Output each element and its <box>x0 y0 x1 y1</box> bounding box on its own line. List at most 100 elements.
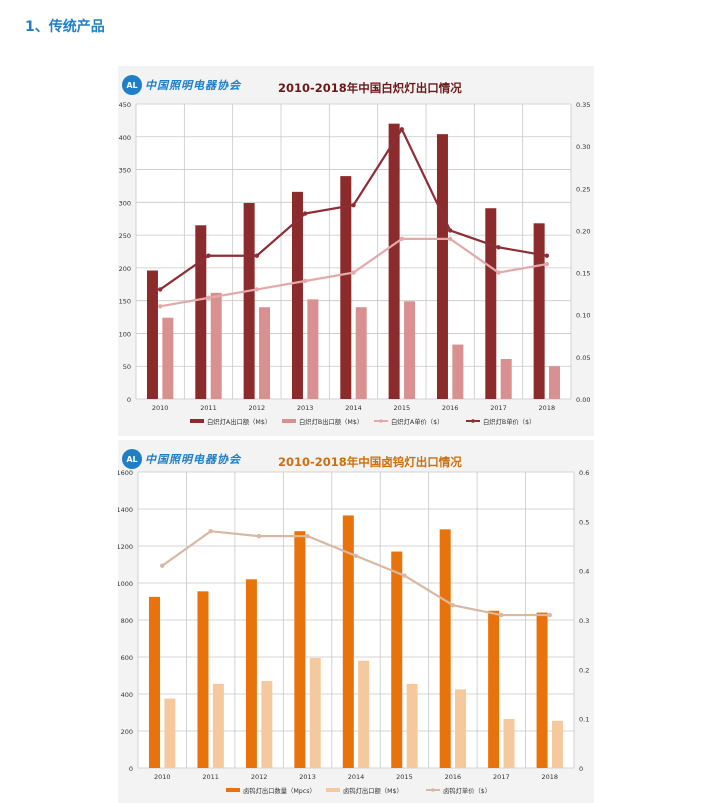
bar <box>455 689 467 768</box>
bar <box>149 596 161 768</box>
y2-tick-label: 0.30 <box>576 143 590 151</box>
legend-swatch <box>190 419 204 423</box>
line-point <box>302 278 308 284</box>
x-tick-label: 2011 <box>200 404 217 412</box>
bar <box>500 359 512 399</box>
y2-tick-label: 0.05 <box>576 354 590 362</box>
legend-swatch <box>226 788 240 792</box>
x-tick-label: 2010 <box>152 404 169 412</box>
line-point <box>499 612 504 618</box>
line-point <box>450 603 456 608</box>
logo-mark-icon: AL <box>122 449 142 469</box>
y2-tick-label: 0.20 <box>576 227 590 235</box>
legend-swatch-marker <box>379 419 383 423</box>
line-point <box>160 563 165 568</box>
x-tick-label: 2018 <box>542 773 559 781</box>
legend-swatch <box>282 419 296 423</box>
x-tick-label: 2015 <box>396 773 413 781</box>
bar <box>212 683 224 768</box>
x-tick-label: 2013 <box>299 773 316 781</box>
chart-title: 2010-2018年中国卤钨灯出口情况 <box>278 455 462 469</box>
line-point <box>302 211 308 216</box>
bar <box>340 176 352 399</box>
x-tick-label: 2014 <box>348 773 365 781</box>
chart-plot-area: 0 50 100 150 200 250 300 350 400 450 0.00 0.05 0.10 0… <box>119 101 591 426</box>
legend-label: 卤钨灯单价（$） <box>443 786 491 795</box>
bar <box>162 317 174 399</box>
bar <box>406 683 418 768</box>
x-tick-label: 2017 <box>493 773 510 781</box>
bar <box>388 123 400 399</box>
x-tick-label: 2016 <box>445 773 462 781</box>
legend-swatch <box>326 788 340 792</box>
line-point <box>208 529 213 534</box>
line-point <box>351 202 356 208</box>
bar <box>245 579 257 768</box>
y-tick-label: 100 <box>119 330 131 338</box>
y-tick-label: 1400 <box>118 506 133 514</box>
y-tick-label: 0 <box>129 765 133 773</box>
x-tick-label: 2015 <box>394 404 411 412</box>
line-point <box>305 533 310 539</box>
line-point <box>157 287 163 292</box>
line-point <box>447 228 453 233</box>
bar <box>391 551 403 768</box>
line-point <box>353 553 359 559</box>
y-tick-label: 400 <box>121 691 133 699</box>
line-point <box>402 573 407 578</box>
bar <box>549 366 561 399</box>
y2-tick-label: 0.00 <box>576 396 590 404</box>
bar <box>358 660 370 768</box>
bar <box>261 681 273 768</box>
y-tick-label: 400 <box>119 134 131 142</box>
plot-background <box>136 104 571 399</box>
x-tick-label: 2012 <box>251 773 268 781</box>
legend-swatch-marker <box>471 419 475 423</box>
association-logo: AL 中国照明电器协会 <box>122 448 241 470</box>
y-tick-label: 350 <box>119 167 131 175</box>
y-tick-label: 0 <box>127 396 131 404</box>
y-tick-label: 450 <box>119 101 131 109</box>
y2-tick-label: 0.5 <box>579 518 589 526</box>
line-point <box>544 253 550 258</box>
y-tick-label: 200 <box>119 265 131 273</box>
logo-text: 中国照明电器协会 <box>145 79 241 92</box>
association-logo: AL 中国照明电器协会 <box>122 74 241 96</box>
y2-tick-label: 0.25 <box>576 185 590 193</box>
x-tick-label: 2010 <box>154 773 171 781</box>
y-tick-label: 800 <box>121 617 133 625</box>
x-tick-label: 2013 <box>297 404 314 412</box>
bar <box>551 720 563 768</box>
y2-tick-label: 0.4 <box>579 568 589 576</box>
incandescent-export-chart: AL 中国照明电器协会 2010-2018年中国白炽灯出口情况 0 50 100 15… <box>118 66 594 436</box>
bar <box>294 531 306 768</box>
legend-label: 卤钨灯出口数量（Mpcs） <box>243 786 316 795</box>
bar <box>210 292 222 399</box>
halogen-export-chart: AL 中国照明电器协会 2010-2018年中国卤钨灯出口情况 0 200 400 6… <box>118 440 594 803</box>
bar <box>439 529 451 768</box>
line-point <box>157 304 163 309</box>
bar <box>533 223 545 399</box>
line-point <box>206 295 211 301</box>
logo-text: 中国照明电器协会 <box>145 453 241 466</box>
y2-tick-label: 0.15 <box>576 270 590 278</box>
bar <box>452 344 464 399</box>
y-tick-label: 50 <box>123 363 131 371</box>
y-tick-label: 250 <box>119 232 131 240</box>
line-point <box>254 287 260 292</box>
y2-tick-label: 0.6 <box>579 469 589 477</box>
y-tick-label: 150 <box>119 298 131 306</box>
legend-label: 白炽灯B单价（$） <box>483 417 535 426</box>
line-point <box>399 236 405 242</box>
line-point <box>547 612 552 618</box>
legend-label: 白炽灯B出口额（M$） <box>299 417 363 426</box>
y2-tick-label: 0.10 <box>576 312 590 320</box>
bar <box>309 657 321 768</box>
chart-title: 2010-2018年中国白炽灯出口情况 <box>278 81 462 95</box>
x-tick-label: 2012 <box>249 404 266 412</box>
y2-tick-label: 0.3 <box>579 617 589 625</box>
bar <box>355 307 367 399</box>
legend-label: 白炽灯A单价（$） <box>391 417 443 426</box>
y2-tick-label: 0.2 <box>579 666 589 674</box>
y-tick-label: 1600 <box>118 469 133 477</box>
